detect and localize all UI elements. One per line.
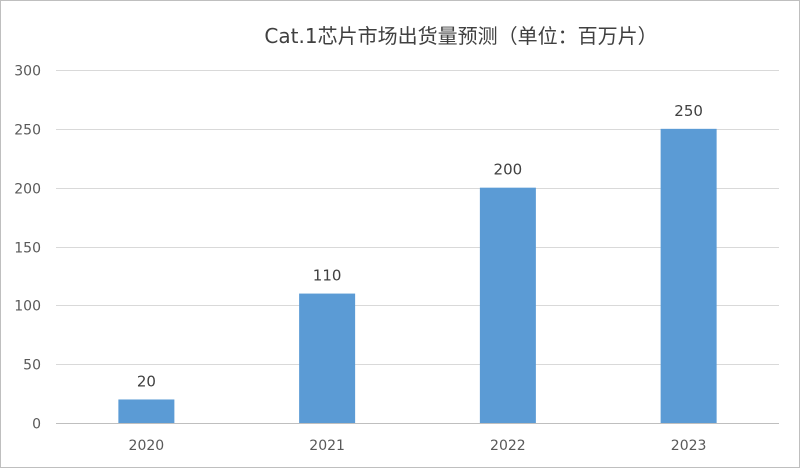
bar [660, 128, 717, 423]
x-tick-label: 2023 [671, 438, 707, 454]
bar [479, 187, 536, 423]
y-tick-label: 200 [14, 182, 41, 198]
y-tick-label: 300 [14, 64, 41, 80]
data-label: 20 [137, 372, 156, 390]
data-label: 250 [674, 102, 703, 120]
x-tick-label: 2020 [129, 438, 165, 454]
data-label: 200 [494, 161, 523, 179]
y-tick-label: 250 [14, 123, 41, 139]
x-tick-label: 2022 [490, 438, 526, 454]
bar [118, 399, 175, 423]
y-tick-label: 0 [32, 417, 41, 433]
y-tick-label: 150 [14, 241, 41, 257]
bar [299, 293, 356, 423]
x-tick-label: 2021 [309, 438, 345, 454]
chart-title: Cat.1芯片市场出货量预测（单位：百万片） [264, 24, 658, 48]
data-label: 110 [313, 267, 342, 285]
y-tick-label: 50 [23, 358, 41, 374]
y-tick-label: 100 [14, 299, 41, 315]
